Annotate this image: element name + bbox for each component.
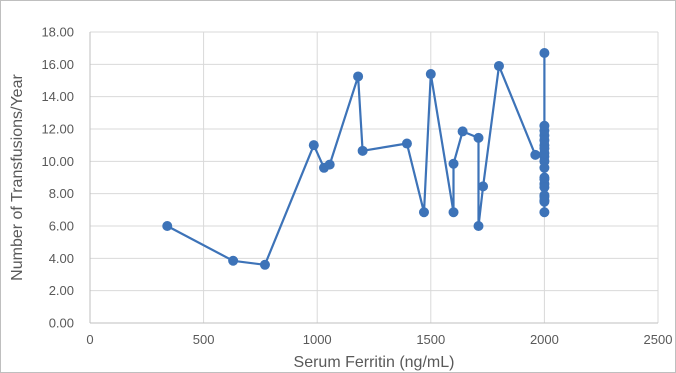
gridlines xyxy=(90,32,658,323)
data-point xyxy=(539,163,549,173)
data-point xyxy=(162,221,172,231)
x-tick-label: 500 xyxy=(193,332,215,347)
data-point xyxy=(426,69,436,79)
y-tick-label: 4.00 xyxy=(49,251,74,266)
data-point xyxy=(402,139,412,149)
y-tick-label: 2.00 xyxy=(49,283,74,298)
y-tick-label: 12.00 xyxy=(41,122,74,137)
data-point xyxy=(539,195,549,205)
data-point xyxy=(449,159,459,169)
data-point xyxy=(494,61,504,71)
y-tick-label: 0.00 xyxy=(49,316,74,331)
data-point xyxy=(539,121,549,131)
y-tick-label: 10.00 xyxy=(41,154,74,169)
data-point xyxy=(228,256,238,266)
y-tick-label: 14.00 xyxy=(41,89,74,104)
x-tick-label: 1500 xyxy=(416,332,445,347)
y-tick-label: 16.00 xyxy=(41,57,74,72)
data-point xyxy=(539,48,549,58)
axes xyxy=(90,32,658,323)
x-tick-label: 1000 xyxy=(303,332,332,347)
x-axis-title: Serum Ferritin (ng/mL) xyxy=(294,354,455,371)
data-point xyxy=(309,140,319,150)
data-point xyxy=(474,221,484,231)
data-point xyxy=(325,160,335,170)
data-point xyxy=(260,260,270,270)
data-point xyxy=(478,181,488,191)
x-tick-label: 2000 xyxy=(530,332,559,347)
series-line xyxy=(167,53,544,265)
data-point xyxy=(530,150,540,160)
data-point xyxy=(353,71,363,81)
data-point xyxy=(474,133,484,143)
y-tick-label: 8.00 xyxy=(49,186,74,201)
data-point xyxy=(539,207,549,217)
x-tick-label: 0 xyxy=(86,332,93,347)
y-tick-label: 18.00 xyxy=(41,25,74,40)
x-tick-label: 2500 xyxy=(644,332,673,347)
data-point xyxy=(358,146,368,156)
y-axis-title: Number of Transfusions/Year xyxy=(9,74,26,281)
data-point xyxy=(449,207,459,217)
data-point xyxy=(458,126,468,136)
y-tick-label: 6.00 xyxy=(49,219,74,234)
data-point xyxy=(419,207,429,217)
